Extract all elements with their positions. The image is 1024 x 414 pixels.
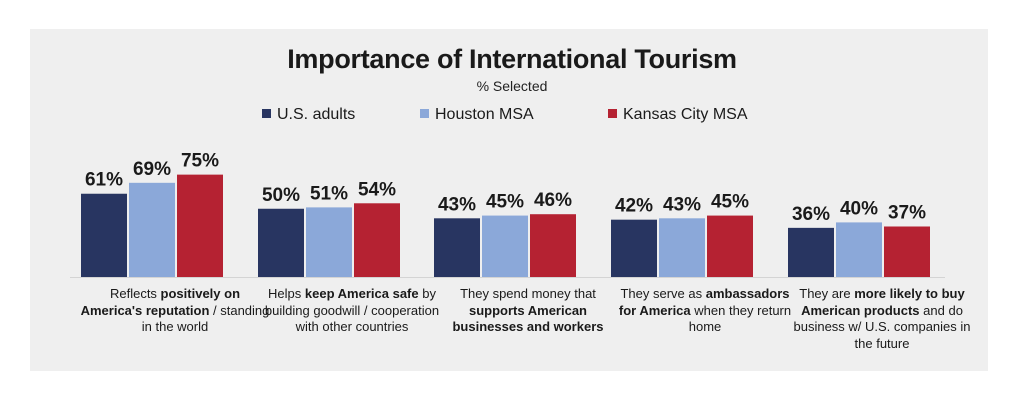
legend-item-houston: Houston MSA [420, 106, 534, 124]
bar-2-series-3 [354, 203, 400, 277]
bar-5-series-3 [884, 226, 930, 277]
bar-4-series-3 [707, 215, 753, 277]
legend-swatch-us-adults [262, 109, 271, 119]
bar-1-series-3 [177, 174, 223, 277]
category-label-5-part-3: and do business w/ U.S. companies in the… [793, 302, 971, 351]
data-label-2-series-3: 54% [358, 179, 396, 200]
legend-label-us-adults: U.S. adults [277, 106, 356, 123]
category-label-1-part-1: Reflects [109, 286, 161, 301]
bar-1-series-1 [81, 193, 127, 277]
category-label-2: Helps keep America safe by building good… [257, 286, 447, 336]
category-label-4-part-2: ambassadors for America [618, 286, 790, 318]
legend-swatch-kansas-city [608, 109, 617, 119]
data-label-1-series-2: 69% [133, 159, 171, 180]
category-label-5: They are more likely to buy American pro… [787, 286, 977, 352]
chart-subtitle: % Selected [476, 78, 548, 94]
data-label-4-series-1: 42% [615, 196, 653, 217]
data-label-3-series-1: 43% [438, 194, 476, 215]
chart-title: Importance of International Tourism [287, 44, 737, 74]
legend-label-houston: Houston MSA [435, 106, 534, 123]
bar-2-series-1 [258, 208, 304, 277]
data-label-3-series-2: 45% [486, 192, 524, 213]
category-label-1-part-3: / standing in the world [141, 302, 270, 335]
bar-5-series-2 [836, 222, 882, 277]
category-label-1: Reflects positively on America's reputat… [80, 286, 270, 336]
bar-4-series-1 [611, 219, 657, 277]
category-label-3: They spend money that supports American … [433, 286, 623, 336]
category-label-5-part-2: more likely to buy American products [801, 286, 965, 318]
data-label-1-series-3: 75% [181, 151, 219, 172]
legend-item-kansas-city: Kansas City MSA [608, 106, 747, 124]
bar-4-series-2 [659, 218, 705, 277]
data-label-4-series-2: 43% [663, 194, 701, 215]
bar-3-series-1 [434, 218, 480, 277]
bar-3-series-2 [482, 215, 528, 277]
category-label-3-part-1: They spend money that [460, 286, 596, 301]
bar-1-series-2 [129, 182, 175, 277]
bar-5-series-1 [788, 227, 834, 277]
category-label-4-part-3: when they return home [688, 302, 792, 335]
category-label-2-part-1: Helps [268, 286, 305, 301]
data-label-1-series-1: 61% [85, 170, 123, 191]
category-label-3-part-2: supports American businesses and workers [452, 302, 604, 335]
data-label-3-series-3: 46% [534, 190, 572, 211]
category-label-5-part-1: They are [799, 286, 855, 301]
data-label-2-series-2: 51% [310, 183, 348, 204]
data-label-5-series-1: 36% [792, 204, 830, 225]
legend-item-us-adults: U.S. adults [262, 106, 355, 124]
category-label-4: They serve as ambassadors for America wh… [610, 286, 800, 336]
bar-2-series-2 [306, 207, 352, 277]
data-label-5-series-3: 37% [888, 202, 926, 223]
data-label-4-series-3: 45% [711, 192, 749, 213]
legend-swatch-houston [420, 109, 429, 119]
category-label-2-part-2: keep America safe [304, 286, 419, 301]
category-label-2-part-3: by building goodwill / cooperation with … [264, 286, 440, 334]
category-label-1-part-2: positively on America's reputation [80, 286, 241, 318]
data-label-5-series-2: 40% [840, 198, 878, 219]
category-label-4-part-1: They serve as [620, 286, 706, 301]
bar-3-series-3 [530, 214, 576, 277]
legend-label-kansas-city: Kansas City MSA [623, 106, 748, 123]
data-label-2-series-1: 50% [262, 185, 300, 206]
